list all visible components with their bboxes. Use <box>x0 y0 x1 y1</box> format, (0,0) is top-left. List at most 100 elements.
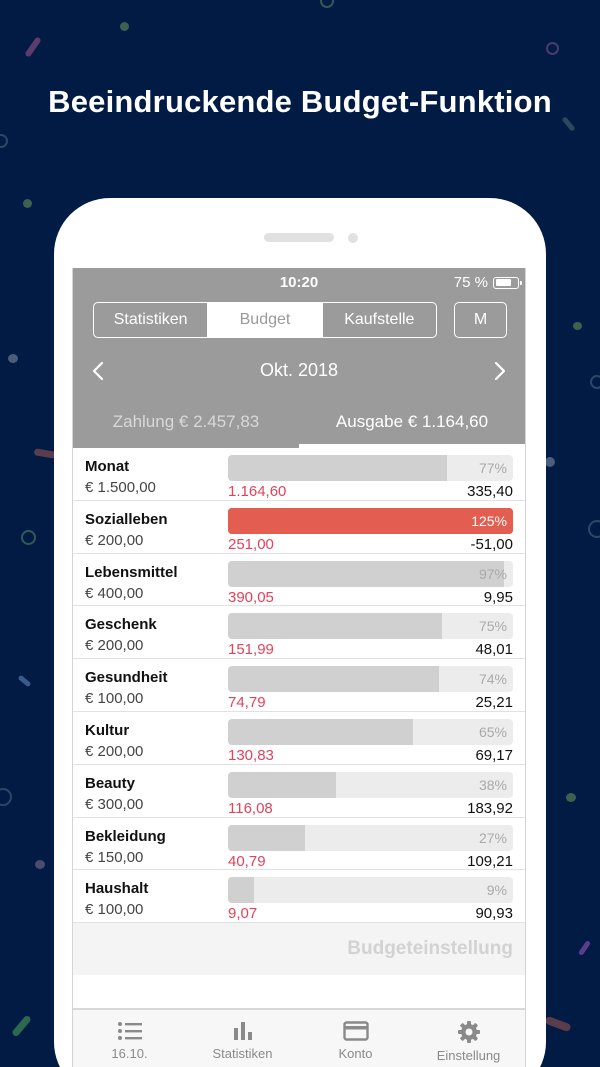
budget-progress: 38% 116,08 183,92 <box>228 765 513 817</box>
budget-row-beauty[interactable]: Beauty € 300,00 38% 116,08 183,92 <box>73 765 525 818</box>
budget-row-monat[interactable]: Monat € 1.500,00 77% 1.164,60 335,40 <box>73 448 525 501</box>
tab-zahlung[interactable]: Zahlung € 2.457,83 <box>112 412 260 431</box>
confetti-decoration <box>35 860 45 869</box>
remaining-amount: 90,93 <box>475 905 513 923</box>
category-budget: € 400,00 <box>85 584 144 602</box>
confetti-decoration <box>0 788 12 806</box>
tabbar-item-einstellung[interactable]: Einstellung <box>412 1010 525 1067</box>
tabbar-label: Einstellung <box>436 1048 501 1063</box>
progress-bar: 38% <box>228 771 513 798</box>
budget-row-bekleidung[interactable]: Bekleidung € 150,00 27% 40,79 109,21 <box>73 818 525 871</box>
budget-category: Bekleidung € 150,00 <box>85 818 228 870</box>
progress-percent: 38% <box>478 776 507 793</box>
tabbar-item-list[interactable]: 16.10. <box>73 1010 186 1067</box>
budget-row-sozialleben[interactable]: Sozialleben € 200,00 125% 251,00 -51,00 <box>73 501 525 554</box>
header: 10:20 75 % Statistiken Budget Kaufstelle… <box>73 268 525 448</box>
confetti-decoration <box>21 530 36 545</box>
category-name: Geschenk <box>85 616 157 634</box>
tabbar-item-konto[interactable]: Konto <box>299 1010 412 1067</box>
confetti-decoration <box>545 457 555 467</box>
battery-icon <box>493 276 522 289</box>
chevron-left-icon[interactable] <box>89 360 109 382</box>
confetti-decoration <box>8 354 18 363</box>
confetti-decoration <box>33 448 57 459</box>
progress-percent: 97% <box>478 565 507 582</box>
progress-bar: 65% <box>228 718 513 745</box>
card-icon <box>342 1021 369 1041</box>
progress-percent: 27% <box>478 829 507 846</box>
view-segmented-control: Statistiken Budget Kaufstelle <box>93 302 437 338</box>
remaining-amount: 48,01 <box>475 641 513 659</box>
budget-row-lebensmittel[interactable]: Lebensmittel € 400,00 97% 390,05 9,95 <box>73 554 525 607</box>
period-label: Okt. 2018 <box>259 359 339 380</box>
app-screen: 10:20 75 % Statistiken Budget Kaufstelle… <box>72 268 526 1067</box>
category-name: Beauty <box>85 774 136 792</box>
remaining-amount: 25,21 <box>475 694 513 712</box>
tab-ausgabe[interactable]: Ausgabe € 1.164,60 <box>299 408 525 448</box>
category-name: Gesundheit <box>85 669 168 687</box>
confetti-decoration <box>590 375 600 389</box>
tabbar-label: 16.10. <box>111 1046 148 1061</box>
confetti-decoration <box>588 520 600 538</box>
progress-bar: 74% <box>228 666 513 693</box>
status-battery: 75 % <box>453 274 522 291</box>
remaining-amount: 335,40 <box>467 483 513 500</box>
budget-progress: 9% 9,07 90,93 <box>228 870 513 922</box>
confetti-decoration <box>17 674 32 688</box>
budget-progress: 97% 390,05 9,95 <box>228 554 513 606</box>
progress-percent: 65% <box>478 723 507 740</box>
budget-progress: 74% 74,79 25,21 <box>228 659 513 711</box>
progress-bar: 75% <box>228 613 513 640</box>
chevron-right-icon[interactable] <box>489 360 509 382</box>
segment-budget[interactable]: Budget <box>207 303 322 337</box>
budget-row-kultur[interactable]: Kultur € 200,00 65% 130,83 69,17 <box>73 712 525 765</box>
confetti-decoration <box>573 322 582 330</box>
summary-tabs: Zahlung € 2.457,83 Ausgabe € 1.164,60 <box>73 408 525 448</box>
category-budget: € 300,00 <box>85 795 144 813</box>
confetti-decoration <box>577 940 592 956</box>
category-name: Bekleidung <box>85 827 166 845</box>
tabbar-label: Konto <box>338 1046 373 1061</box>
tabbar-label: Statistiken <box>212 1046 273 1061</box>
category-budget: € 200,00 <box>85 637 144 655</box>
budget-progress: 65% 130,83 69,17 <box>228 712 513 764</box>
budget-setting-button[interactable]: Budgeteinstellung <box>73 923 525 976</box>
progress-percent: 9% <box>486 882 507 899</box>
progress-percent: 75% <box>478 618 507 635</box>
budget-list: Monat € 1.500,00 77% 1.164,60 335,40 Sozialle… <box>73 448 525 924</box>
remaining-amount: 9,95 <box>483 588 513 606</box>
progress-fill <box>228 560 505 587</box>
spent-amount: 251,00 <box>228 535 274 553</box>
tabbar-item-statistiken[interactable]: Statistiken <box>186 1010 299 1067</box>
gear-icon <box>457 1021 480 1043</box>
progress-percent: 125% <box>471 512 507 529</box>
category-budget: € 150,00 <box>85 848 144 866</box>
category-name: Sozialleben <box>85 510 168 528</box>
budget-progress: 125% 251,00 -51,00 <box>228 501 513 553</box>
phone-camera <box>348 233 358 243</box>
remaining-amount: 69,17 <box>475 746 513 764</box>
mode-button[interactable]: M <box>454 302 507 338</box>
spent-amount: 1.164,60 <box>228 483 287 500</box>
budget-row-haushalt[interactable]: Haushalt € 100,00 9% 9,07 90,93 <box>73 870 525 924</box>
confetti-decoration <box>23 199 32 208</box>
battery-percent: 75 % <box>453 274 488 291</box>
confetti-decoration <box>546 42 559 55</box>
segment-statistiken[interactable]: Statistiken <box>113 311 188 328</box>
segment-kaufstelle[interactable]: Kaufstelle <box>321 303 436 337</box>
category-budget: € 100,00 <box>85 901 144 919</box>
budget-progress: 27% 40,79 109,21 <box>228 818 513 870</box>
remaining-amount: -51,00 <box>470 535 513 553</box>
progress-fill <box>228 824 305 851</box>
budget-category: Beauty € 300,00 <box>85 765 228 817</box>
category-budget: € 200,00 <box>85 531 144 549</box>
budget-progress: 77% 1.164,60 335,40 <box>228 448 513 500</box>
budget-row-geschenk[interactable]: Geschenk € 200,00 75% 151,99 48,01 <box>73 606 525 660</box>
budget-category: Gesundheit € 100,00 <box>85 659 228 711</box>
remaining-amount: 183,92 <box>467 799 513 817</box>
budget-category: Lebensmittel € 400,00 <box>85 554 228 606</box>
budget-category: Monat € 1.500,00 <box>85 448 228 500</box>
confetti-decoration <box>24 36 42 58</box>
progress-bar: 77% <box>228 455 513 481</box>
budget-row-gesundheit[interactable]: Gesundheit € 100,00 74% 74,79 25,21 <box>73 659 525 712</box>
